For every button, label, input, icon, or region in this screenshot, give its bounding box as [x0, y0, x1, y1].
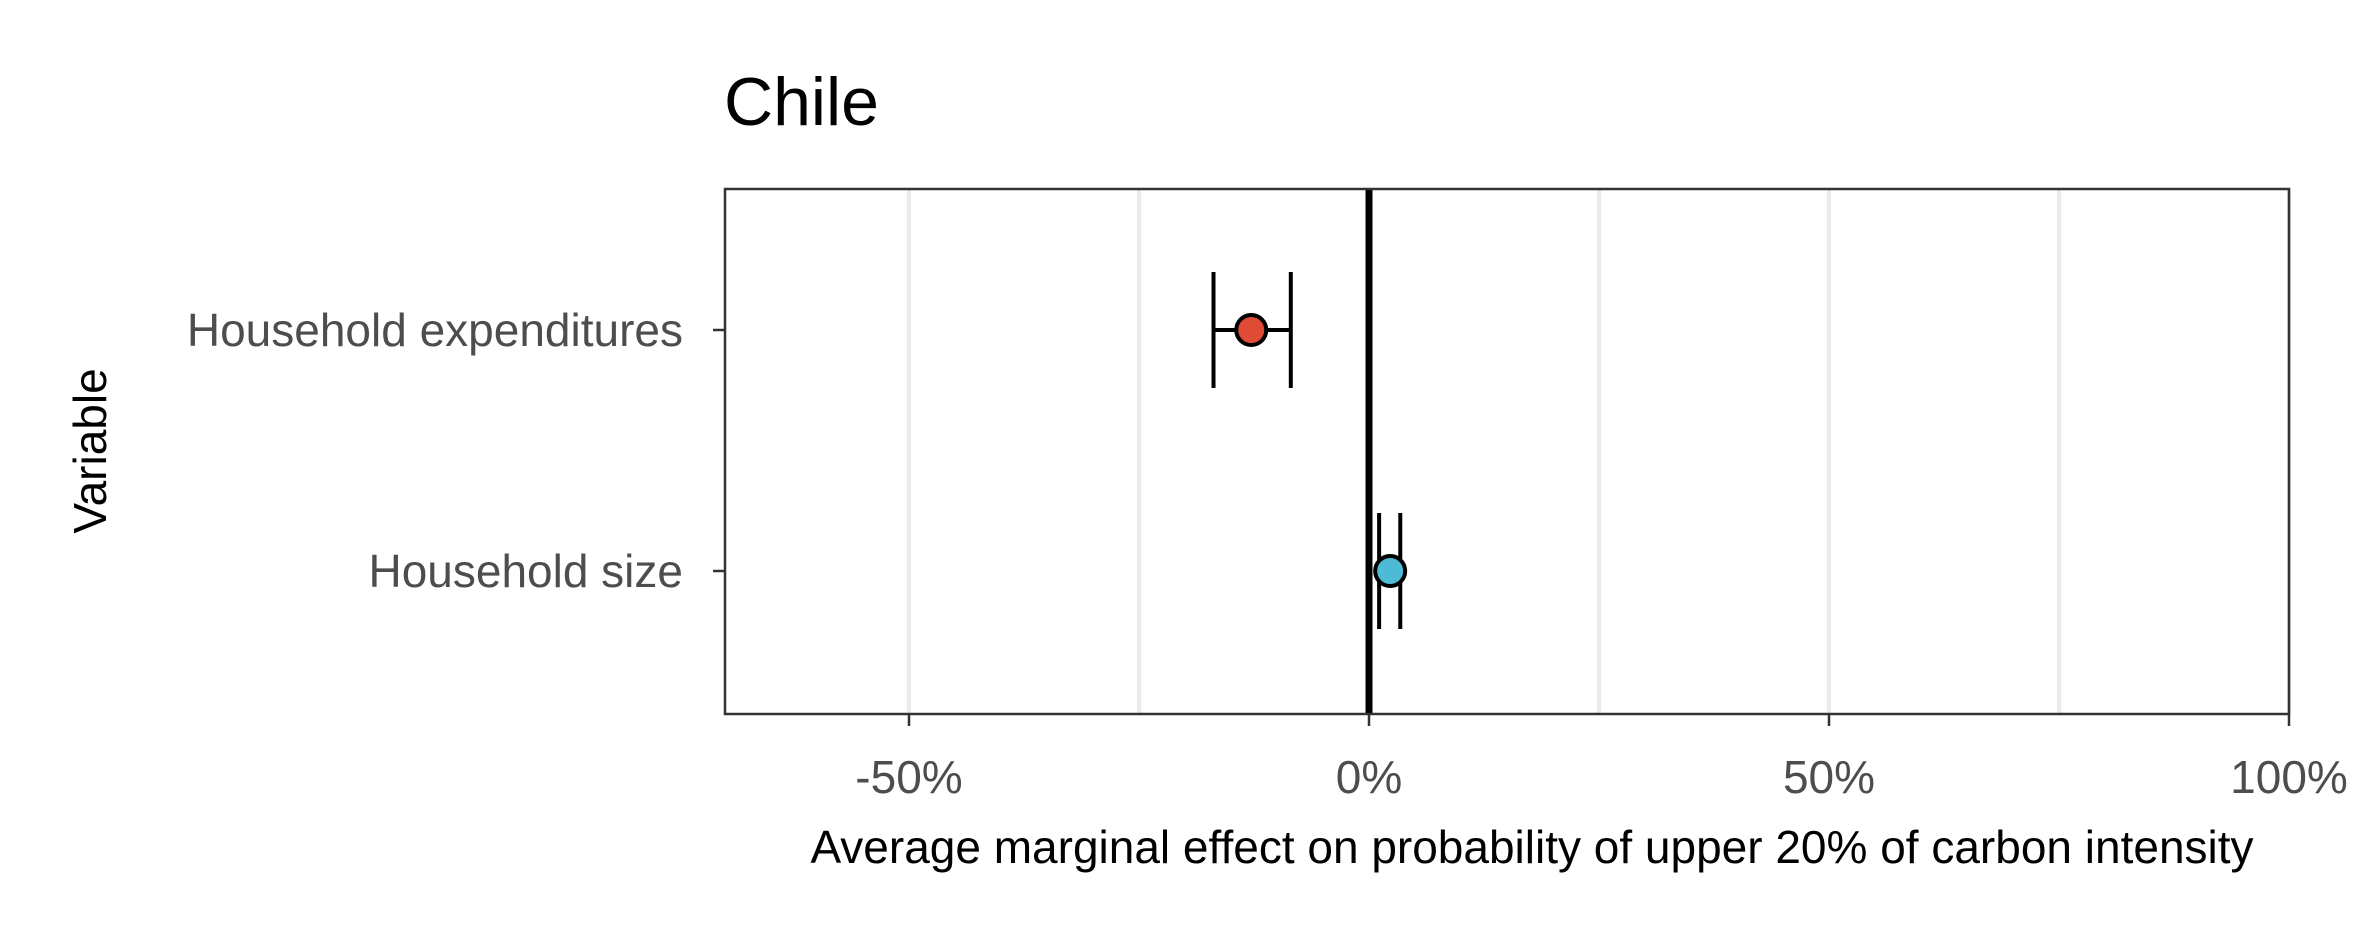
- data-point: [1373, 554, 1408, 588]
- y-tick-label: Household size: [368, 545, 683, 597]
- x-axis-title: Average marginal effect on probability o…: [810, 821, 2253, 873]
- x-tick-label: 0%: [1336, 751, 1402, 803]
- data-marks: [1211, 272, 1408, 629]
- x-tick-label: 50%: [1783, 751, 1875, 803]
- y-axis: Household expenditures Household size: [187, 304, 725, 597]
- data-point-group: [1211, 272, 1293, 388]
- chart-title: Chile: [724, 64, 879, 140]
- plot-panel-border: [723, 187, 2291, 716]
- data-point: [1234, 313, 1269, 347]
- y-axis-title: Variable: [64, 368, 116, 533]
- x-tick-label: 100%: [2230, 751, 2348, 803]
- gridlines: [907, 189, 2291, 714]
- x-axis: -50% 0% 50% 100%: [855, 714, 2348, 803]
- x-tick-label: -50%: [855, 751, 962, 803]
- data-point-group: [1373, 513, 1408, 629]
- y-tick-label: Household expenditures: [187, 304, 683, 356]
